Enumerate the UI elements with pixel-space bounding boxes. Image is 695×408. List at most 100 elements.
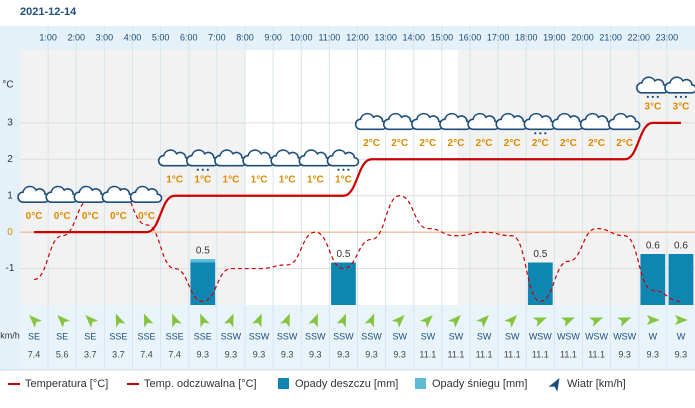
drop <box>206 168 209 171</box>
temperature-label: 1°C <box>279 174 296 185</box>
cloud <box>326 149 360 167</box>
wind-direction: SE <box>56 331 68 341</box>
wind-direction: SW <box>421 331 436 341</box>
wind-speed: 9.3 <box>281 349 294 359</box>
wind-speed: 9.3 <box>393 349 406 359</box>
wind-direction: WSW <box>613 331 636 341</box>
hour-label: 12:00 <box>346 32 369 42</box>
legend-label: Opady deszczu [mm] <box>295 378 398 390</box>
legend-wind-icon <box>548 377 560 392</box>
cloud <box>607 112 641 131</box>
drop <box>342 168 345 171</box>
hour-label: 20:00 <box>571 32 594 42</box>
y-tick-label: -1 <box>6 263 15 274</box>
y-unit: °C <box>2 80 13 91</box>
drop <box>544 132 547 135</box>
cloud <box>664 76 695 94</box>
wind-arrow <box>364 313 375 328</box>
wind-direction: SSW <box>361 331 382 341</box>
legend-swatch <box>278 378 289 389</box>
weather-icon <box>607 112 641 131</box>
wind-speed: 9.3 <box>365 349 378 359</box>
wind-speed: 9.3 <box>225 349 238 359</box>
wind-arrow <box>172 313 182 328</box>
wind-speed: 9.3 <box>675 349 688 359</box>
temperature-label: 2°C <box>532 138 549 149</box>
snow-bar <box>190 259 216 263</box>
wind-speed: 11.1 <box>419 349 436 359</box>
wind-speed: 9.3 <box>618 349 631 359</box>
drop <box>534 132 537 135</box>
rain-bar <box>527 262 553 305</box>
rain-label: 0.5 <box>533 249 547 260</box>
hour-label: 11:00 <box>318 32 340 42</box>
hour-label: 3:00 <box>96 32 114 42</box>
hour-label: 15:00 <box>431 32 454 42</box>
wind-direction: SSE <box>166 331 184 341</box>
cloud <box>129 185 163 203</box>
temperature-label: 1°C <box>251 174 268 185</box>
wind-arrow <box>617 317 632 327</box>
rain-bar <box>190 262 216 305</box>
drop <box>674 95 678 98</box>
temperature-label: 2°C <box>448 138 465 149</box>
drop <box>201 168 204 171</box>
temperature-label: 1°C <box>223 174 240 185</box>
drop <box>646 95 649 98</box>
drop <box>651 95 654 98</box>
weather-icon <box>664 76 695 98</box>
wind-direction: SSW <box>249 331 270 341</box>
wind-speed: 7.4 <box>140 349 153 359</box>
hour-label: 14:00 <box>402 32 425 42</box>
hour-label: 22:00 <box>627 32 650 42</box>
drop <box>656 95 659 98</box>
wind-direction: SSW <box>221 331 242 341</box>
date: 2021-12-14 <box>20 6 77 18</box>
temperature-label: 2°C <box>476 138 493 149</box>
wind-arrow <box>532 317 547 327</box>
weather-icon <box>129 185 163 203</box>
wind-speed: 11.1 <box>560 349 577 359</box>
temperature-label: 1°C <box>194 174 211 185</box>
temperature-label: 0°C <box>82 211 99 222</box>
wind-arrow <box>336 313 347 328</box>
legend-label: Temp. odczuwalna [°C] <box>144 378 257 390</box>
wind-arrow <box>224 313 234 328</box>
hour-label: 18:00 <box>515 32 538 42</box>
wind-speed: 5.6 <box>56 349 69 359</box>
drop <box>679 95 683 98</box>
temperature-label: 2°C <box>391 138 408 149</box>
wind-arrow <box>115 313 126 328</box>
wind-speed: 9.3 <box>337 349 350 359</box>
wind-arrow <box>29 315 42 328</box>
wind-arrow <box>674 315 688 325</box>
drop <box>196 168 199 171</box>
wind-direction: WSW <box>585 331 608 341</box>
legend-label: Wiatr [km/h] <box>567 378 626 390</box>
drop <box>337 168 340 171</box>
temperature-label: 2°C <box>560 138 577 149</box>
wind-direction: SW <box>449 331 464 341</box>
hour-label: 9:00 <box>264 32 282 42</box>
temperature-label: 2°C <box>588 138 605 149</box>
hour-label: 21:00 <box>599 32 622 42</box>
y-tick-label: 0 <box>7 227 13 238</box>
wind-direction: SSW <box>333 331 354 341</box>
rain-bar <box>640 254 666 305</box>
wind-direction: WSW <box>529 331 552 341</box>
hour-label: 23:00 <box>656 32 679 42</box>
rain-bar <box>668 254 694 305</box>
wind-speed: 11.1 <box>476 349 493 359</box>
hour-label: 16:00 <box>459 32 482 42</box>
hour-label: 5:00 <box>152 32 170 42</box>
legend-swatch <box>415 378 426 389</box>
wind-direction: SW <box>392 331 407 341</box>
wind-speed: 9.3 <box>253 349 266 359</box>
wind-speed: 7.4 <box>28 349 41 359</box>
temperature-label: 3°C <box>644 101 661 112</box>
temperature-label: 2°C <box>363 138 380 149</box>
temperature-label: 0°C <box>26 211 43 222</box>
wind-direction: W <box>649 331 658 341</box>
rain-label: 0.5 <box>196 246 210 257</box>
wind-direction: W <box>677 331 686 341</box>
